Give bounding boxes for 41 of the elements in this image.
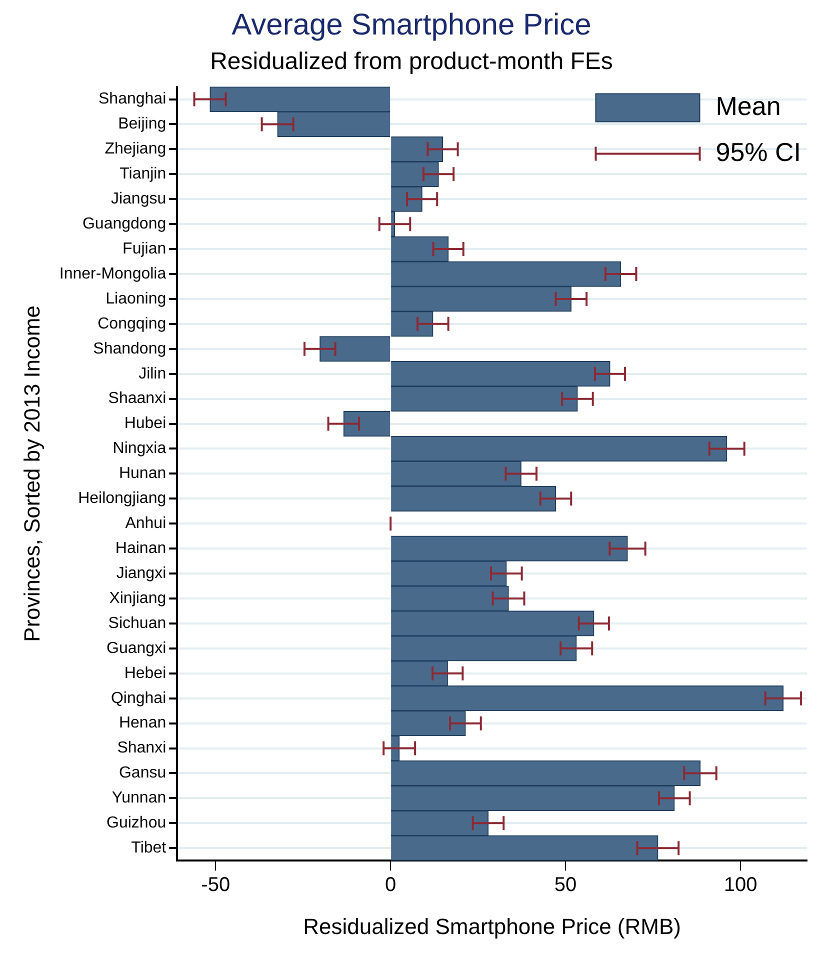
y-tick-label: Anhui xyxy=(125,515,166,532)
y-tick-label: Beijing xyxy=(118,116,166,133)
y-tick-label: Xinjiang xyxy=(109,590,166,607)
y-tick-label: Guangdong xyxy=(82,215,166,232)
y-tick-label: Gansu xyxy=(118,764,166,782)
y-tick-label: Henan xyxy=(118,714,166,732)
y-tick-label: Liaoning xyxy=(106,290,166,308)
x-axis-title: Residualized Smartphone Price (RMB) xyxy=(303,914,681,939)
y-tick-label: Qinghai xyxy=(110,690,166,707)
y-tick-label: Jiangsu xyxy=(110,190,166,208)
chart-subtitle: Residualized from product-month FEs xyxy=(210,48,613,76)
x-tick-label: 50 xyxy=(554,874,577,896)
y-tick-label: Sichuan xyxy=(108,614,166,632)
y-tick-label: Jiangxi xyxy=(116,564,166,582)
x-tick-label: -50 xyxy=(201,874,230,896)
legend-label: Mean xyxy=(716,90,781,121)
y-axis-title: Provinces, Sorted by 2013 Income xyxy=(19,306,44,642)
y-tick-label: Congqing xyxy=(98,315,166,332)
y-tick-label: Heilongjiang xyxy=(78,490,166,508)
y-tick-label: Hubei xyxy=(124,415,166,432)
y-tick-label: Shanghai xyxy=(98,90,166,108)
y-tick-label: Hainan xyxy=(115,540,166,557)
y-tick-label: Fujian xyxy=(122,240,166,258)
annotation: 95% CI xyxy=(716,136,802,167)
chart-title: Average Smartphone Price xyxy=(232,8,592,42)
y-tick-label: Yunnan xyxy=(112,790,166,807)
x-tick-label: 100 xyxy=(724,874,758,896)
y-tick-label: Guizhou xyxy=(106,814,166,832)
y-tick-label: Shanxi xyxy=(117,740,166,757)
y-tick-label: Inner-Mongolia xyxy=(59,265,166,282)
y-tick-label: Jilin xyxy=(138,365,166,382)
y-tick-label: Shandong xyxy=(93,340,166,358)
y-tick-label: Tianjin xyxy=(120,166,166,183)
y-tick-label: Hebei xyxy=(124,664,166,682)
y-tick-label: Tibet xyxy=(131,840,167,857)
y-tick-label: Shaanxi xyxy=(108,390,166,408)
x-tick-label: 0 xyxy=(385,874,396,896)
y-tick-label: Hunan xyxy=(118,465,166,482)
y-tick-label: Zhejiang xyxy=(104,140,166,158)
y-tick-label: Ningxia xyxy=(112,440,166,458)
y-tick-label: Guangxi xyxy=(106,640,166,657)
